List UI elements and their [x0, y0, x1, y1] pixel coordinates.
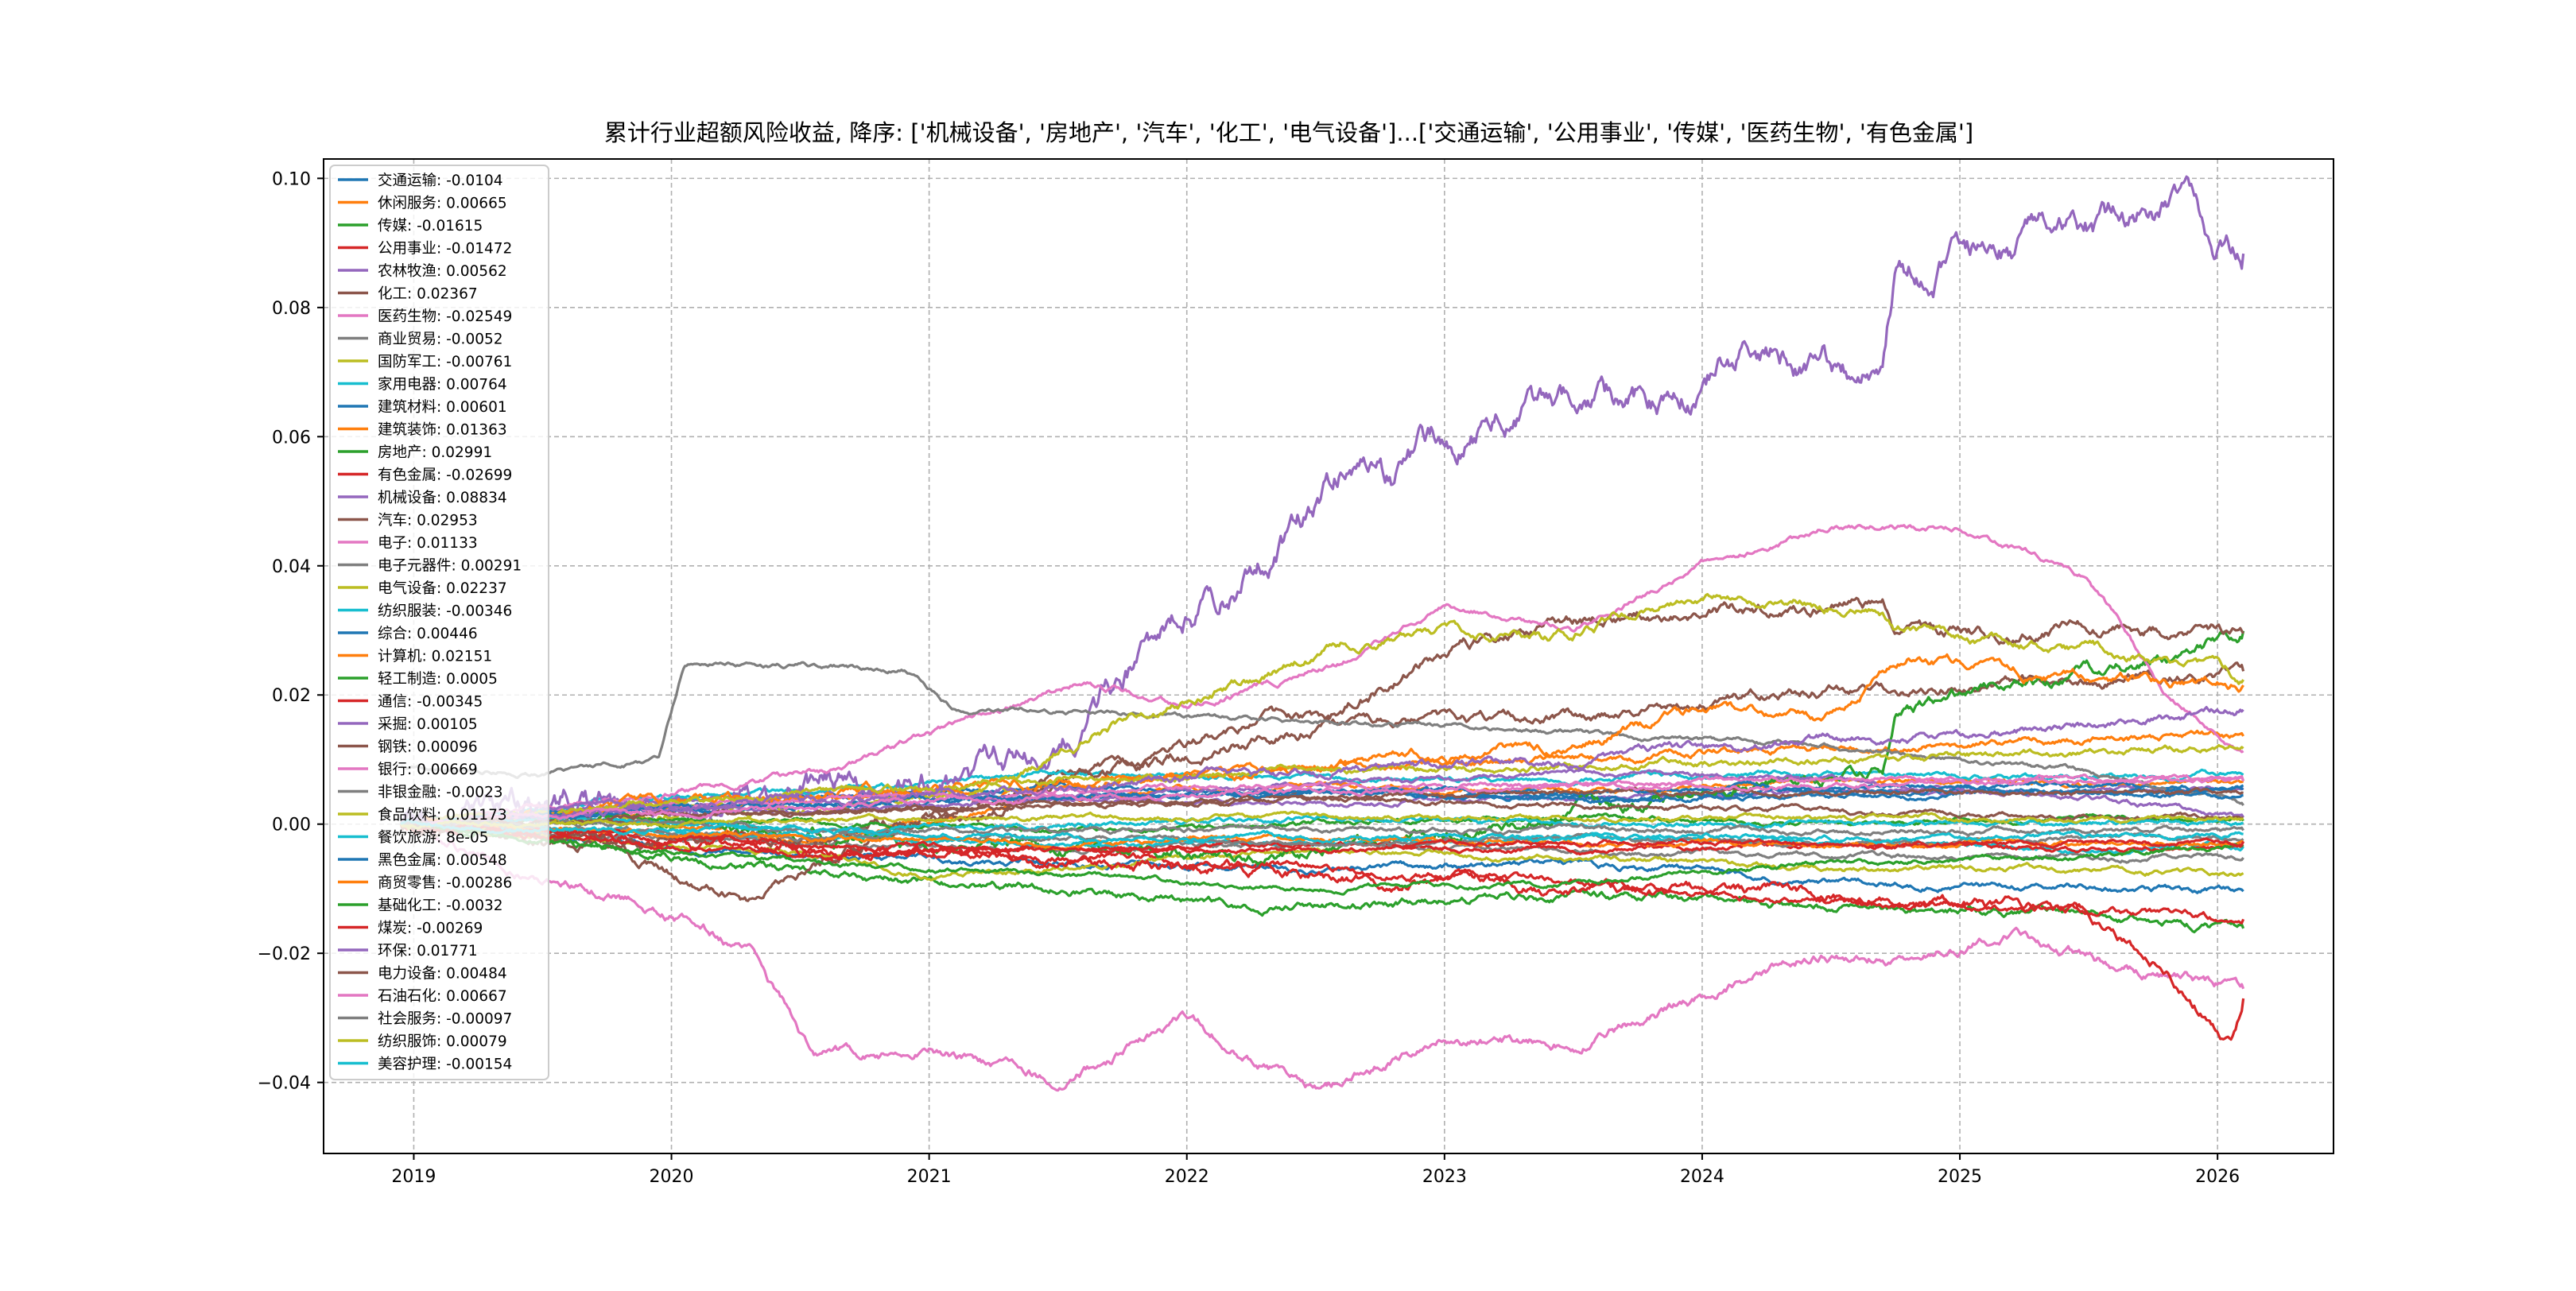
series-line-38 — [400, 817, 2244, 837]
series-line-7 — [400, 821, 2245, 1092]
series-line-39 — [400, 810, 2244, 830]
legend-label: 银行: 0.00669 — [378, 762, 478, 778]
legend-label: 通信: -0.00345 — [378, 694, 483, 711]
series-line-30 — [400, 815, 2244, 835]
legend-label: 国防军工: -0.00761 — [378, 354, 512, 370]
legend-label: 石油石化: 0.00667 — [378, 988, 507, 1005]
legend-label: 电子元器件: 0.00291 — [378, 558, 522, 575]
legend-label: 汽车: 0.02953 — [378, 513, 478, 529]
legend-label: 交通运输: -0.0104 — [378, 173, 503, 189]
legend-label: 电子: 0.01133 — [378, 535, 478, 552]
series-line-3 — [400, 819, 2245, 934]
series-line-35 — [399, 706, 2244, 827]
series-line-15 — [399, 175, 2245, 835]
x-tick-label: 2020 — [650, 1167, 694, 1187]
legend-label: 化工: 0.02367 — [378, 286, 478, 303]
y-tick-label: 0.00 — [272, 816, 311, 835]
legend-label: 社会服务: -0.00097 — [378, 1011, 512, 1028]
legend-label: 餐饮旅游: 8e-05 — [378, 830, 488, 847]
y-tick-label: 0.08 — [272, 299, 311, 319]
legend-label: 采掘: 0.00105 — [378, 716, 478, 733]
legend-label: 有色金属: -0.02699 — [378, 467, 512, 484]
series-line-14 — [400, 820, 2245, 1041]
x-tick-label: 2026 — [2195, 1167, 2240, 1187]
series-line-18 — [400, 661, 2244, 806]
legend-label: 电力设备: 0.00484 — [378, 966, 507, 983]
y-tick-label: 0.04 — [272, 557, 311, 577]
series-line-17 — [399, 524, 2244, 825]
x-tick-label: 2025 — [1938, 1167, 1982, 1187]
legend-label: 黑色金属: 0.00548 — [378, 852, 507, 869]
series-line-25 — [400, 768, 2244, 828]
legend-label: 休闲服务: 0.00665 — [378, 196, 507, 212]
legend-label: 纺织服饰: 0.00079 — [378, 1033, 507, 1050]
legend: 交通运输: -0.0104 休闲服务: 0.00665 传媒: -0.01615 公用… — [329, 165, 549, 1080]
grid-lines — [324, 159, 2334, 1153]
legend-label: 非银金融: -0.0023 — [378, 785, 503, 801]
y-tick-label: 0.02 — [272, 686, 311, 706]
legend-label: 房地产: 0.02991 — [378, 444, 492, 461]
series-line-40 — [400, 818, 2244, 845]
legend-label: 商贸零售: -0.00286 — [378, 875, 512, 892]
legend-label: 食品饮料: 0.01173 — [378, 807, 507, 824]
legend-label: 传媒: -0.01615 — [378, 218, 483, 235]
y-tick-label: −0.02 — [258, 944, 311, 964]
x-tick-label: 2024 — [1680, 1167, 1724, 1187]
legend-box — [329, 165, 549, 1080]
chart-title: 累计行业超额风险收益, 降序: ['机械设备', '房地产', '汽车', '化… — [604, 119, 1973, 146]
y-tick-label: −0.04 — [258, 1074, 311, 1094]
axis-ticks: 2019 2020 2021 2022 2023 2024 2025 2026 −0.04 −0.… — [258, 169, 2240, 1187]
y-tick-label: 0.06 — [272, 428, 311, 448]
legend-label: 电气设备: 0.02237 — [378, 580, 507, 597]
series-line-29 — [399, 743, 2244, 828]
legend-label: 美容护理: -0.00154 — [378, 1056, 512, 1073]
legend-label: 建筑材料: 0.00601 — [378, 399, 507, 416]
legend-label: 煤炭: -0.00269 — [378, 921, 483, 937]
x-tick-label: 2021 — [907, 1167, 952, 1187]
legend-label: 基础化工: -0.0032 — [378, 897, 503, 914]
x-tick-label: 2019 — [391, 1167, 436, 1187]
legend-label: 公用事业: -0.01472 — [378, 241, 512, 258]
legend-label: 纺织服装: -0.00346 — [378, 603, 512, 620]
legend-label: 钢铁: 0.00096 — [378, 739, 478, 756]
legend-label: 建筑装饰: 0.01363 — [378, 422, 507, 439]
series-lines — [399, 175, 2245, 1092]
legend-label: 医药生物: -0.02549 — [378, 308, 512, 325]
legend-label: 轻工制造: 0.0005 — [378, 671, 498, 688]
series-line-33 — [400, 821, 2244, 896]
series-line-34 — [400, 820, 2245, 855]
legend-label: 综合: 0.00446 — [378, 626, 478, 642]
legend-label: 计算机: 0.02151 — [378, 649, 492, 665]
series-line-6 — [399, 661, 2245, 902]
series-line-37 — [400, 774, 2245, 826]
x-tick-label: 2023 — [1422, 1167, 1467, 1187]
legend-label: 农林牧渔: 0.00562 — [378, 263, 507, 280]
x-tick-label: 2022 — [1165, 1167, 1209, 1187]
legend-label: 环保: 0.01771 — [378, 943, 478, 960]
legend-label: 家用电器: 0.00764 — [378, 377, 507, 394]
legend-label: 机械设备: 0.08834 — [378, 490, 507, 506]
legend-label: 商业贸易: -0.0052 — [378, 331, 503, 348]
y-tick-label: 0.10 — [272, 169, 311, 189]
series-line-32 — [400, 818, 2244, 851]
plot-frame — [323, 158, 2334, 1154]
